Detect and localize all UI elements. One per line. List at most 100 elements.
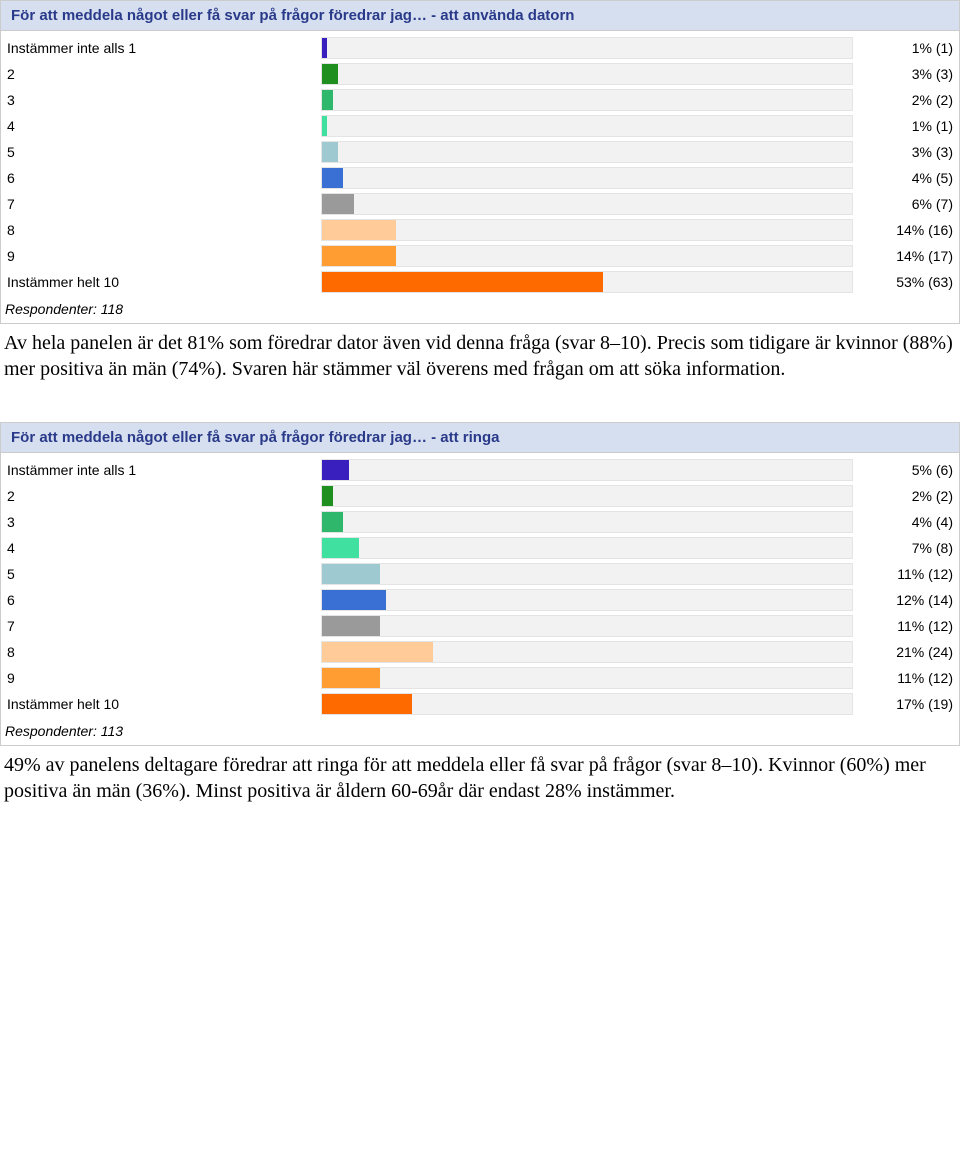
row-value: 2% (2) xyxy=(863,92,953,108)
chart-row: Instämmer inte alls 15% (6) xyxy=(7,457,953,483)
chart-row: 7 11% (12) xyxy=(7,613,953,639)
row-label: 6 xyxy=(7,592,321,608)
bar-track xyxy=(321,245,853,267)
chart-row: 4 7% (8) xyxy=(7,535,953,561)
bar-fill xyxy=(322,142,338,162)
chart-body: Instämmer inte alls 15% (6)22% (2) 3 4% (4… xyxy=(1,453,959,719)
bar-track xyxy=(321,641,853,663)
row-value: 6% (7) xyxy=(863,196,953,212)
survey-chart-2: För att meddela något eller få svar på f… xyxy=(0,422,960,746)
row-value: 11% (12) xyxy=(863,670,953,686)
chart-row: 3 2% (2) xyxy=(7,87,953,113)
respondents-label: Respondenter: 113 xyxy=(1,719,959,745)
bar-track xyxy=(321,63,853,85)
bar-track xyxy=(321,693,853,715)
bar-fill xyxy=(322,694,412,714)
row-value: 3% (3) xyxy=(863,144,953,160)
row-value: 7% (8) xyxy=(863,540,953,556)
bar-fill xyxy=(322,246,396,266)
chart-row: 5 11% (12) xyxy=(7,561,953,587)
row-label: 4 xyxy=(7,540,321,556)
row-label: 3 xyxy=(7,92,321,108)
bar-track xyxy=(321,193,853,215)
chart-row: 4 1% (1) xyxy=(7,113,953,139)
row-label: 2 xyxy=(7,66,321,82)
chart-row: 9 11% (12) xyxy=(7,665,953,691)
row-value: 4% (5) xyxy=(863,170,953,186)
chart-row: 8 14% (16) xyxy=(7,217,953,243)
bar-track xyxy=(321,537,853,559)
row-value: 53% (63) xyxy=(863,274,953,290)
chart-row: 3 4% (4) xyxy=(7,509,953,535)
row-value: 12% (14) xyxy=(863,592,953,608)
chart-row: Instämmer helt 10 17% (19) xyxy=(7,691,953,717)
chart-row: 821% (24) xyxy=(7,639,953,665)
row-label: Instämmer inte alls 1 xyxy=(7,40,321,56)
bar-track xyxy=(321,563,853,585)
row-label: 4 xyxy=(7,118,321,134)
bar-fill xyxy=(322,220,396,240)
bar-track xyxy=(321,511,853,533)
row-label: Instämmer helt 10 xyxy=(7,696,321,712)
bar-track xyxy=(321,615,853,637)
bar-track xyxy=(321,271,853,293)
bar-fill xyxy=(322,538,359,558)
row-label: 7 xyxy=(7,618,321,634)
bar-fill xyxy=(322,116,327,136)
bar-track xyxy=(321,89,853,111)
chart-title: För att meddela något eller få svar på f… xyxy=(1,423,959,453)
chart-row: 6 12% (14) xyxy=(7,587,953,613)
chart-row: Instämmer inte alls 11% (1) xyxy=(7,35,953,61)
bar-fill xyxy=(322,64,338,84)
bar-fill xyxy=(322,668,380,688)
bar-fill xyxy=(322,38,327,58)
row-label: 9 xyxy=(7,670,321,686)
row-label: 2 xyxy=(7,488,321,504)
row-value: 21% (24) xyxy=(863,644,953,660)
bar-track xyxy=(321,485,853,507)
analysis-paragraph-2: 49% av panelens deltagare föredrar att r… xyxy=(4,752,956,804)
bar-fill xyxy=(322,90,333,110)
row-value: 14% (17) xyxy=(863,248,953,264)
bar-track xyxy=(321,459,853,481)
bar-track xyxy=(321,589,853,611)
bar-track xyxy=(321,115,853,137)
chart-body: Instämmer inte alls 11% (1)23% (3)32% (2… xyxy=(1,31,959,297)
row-value: 1% (1) xyxy=(863,118,953,134)
respondents-label: Respondenter: 118 xyxy=(1,297,959,323)
bar-fill xyxy=(322,512,343,532)
bar-fill xyxy=(322,564,380,584)
row-label: 6 xyxy=(7,170,321,186)
chart-row: 22% (2) xyxy=(7,483,953,509)
bar-fill xyxy=(322,616,380,636)
bar-track xyxy=(321,141,853,163)
row-label: 5 xyxy=(7,144,321,160)
row-value: 4% (4) xyxy=(863,514,953,530)
bar-fill xyxy=(322,168,343,188)
bar-track xyxy=(321,667,853,689)
chart-row: 914% (17) xyxy=(7,243,953,269)
row-label: 7 xyxy=(7,196,321,212)
row-value: 5% (6) xyxy=(863,462,953,478)
row-value: 17% (19) xyxy=(863,696,953,712)
row-value: 11% (12) xyxy=(863,618,953,634)
bar-track xyxy=(321,37,853,59)
row-value: 11% (12) xyxy=(863,566,953,582)
chart-row: 7 6% (7) xyxy=(7,191,953,217)
chart-row: 2 3% (3) xyxy=(7,61,953,87)
row-label: 8 xyxy=(7,222,321,238)
row-value: 3% (3) xyxy=(863,66,953,82)
bar-fill xyxy=(322,590,386,610)
bar-fill xyxy=(322,460,349,480)
row-label: 3 xyxy=(7,514,321,530)
bar-fill xyxy=(322,272,603,292)
bar-fill xyxy=(322,486,333,506)
bar-track xyxy=(321,167,853,189)
survey-chart-1: För att meddela något eller få svar på f… xyxy=(0,0,960,324)
row-value: 14% (16) xyxy=(863,222,953,238)
analysis-paragraph-1: Av hela panelen är det 81% som föredrar … xyxy=(4,330,956,382)
chart-row: 6 4% (5) xyxy=(7,165,953,191)
row-label: 5 xyxy=(7,566,321,582)
chart-row: 5 3% (3) xyxy=(7,139,953,165)
chart-title: För att meddela något eller få svar på f… xyxy=(1,1,959,31)
